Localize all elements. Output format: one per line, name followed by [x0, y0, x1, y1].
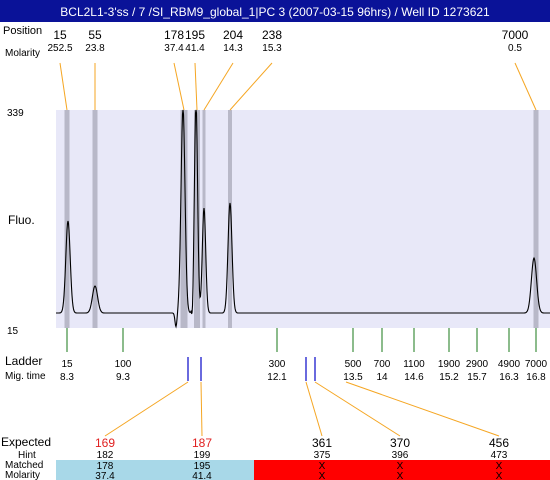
peak-band — [180, 110, 188, 328]
ladder-size: 4900 — [498, 359, 521, 370]
ladder-size: 100 — [115, 359, 132, 370]
peak-band — [92, 110, 98, 328]
molarity-value: X — [496, 471, 503, 480]
y-axis-label: Fluo. — [8, 213, 35, 227]
ladder-mig-time: 16.8 — [526, 372, 546, 383]
peak-size-label: 178 — [164, 28, 184, 42]
expected-size: 187 — [192, 436, 212, 450]
peak-molarity-label: 37.4 — [164, 43, 184, 54]
matched-value: 195 — [194, 461, 211, 472]
peak-molarity-label: 0.5 — [508, 43, 522, 54]
ladder-size: 500 — [345, 359, 362, 370]
ladder-mig-time: 8.3 — [60, 372, 74, 383]
matched-value: X — [397, 461, 404, 472]
molarity-value: X — [319, 471, 326, 480]
matched-value: X — [496, 461, 503, 472]
y-tick-top: 339 — [7, 108, 24, 119]
hint-value: 396 — [392, 450, 409, 461]
ladder-size: 700 — [374, 359, 391, 370]
expected-callout — [345, 381, 500, 437]
expected-callout — [104, 381, 189, 437]
matched-value: 178 — [97, 461, 114, 472]
peak-size-label: 195 — [185, 28, 205, 42]
peak-callout — [194, 62, 198, 111]
hint-value: 375 — [314, 450, 331, 461]
peak-size-label: 7000 — [502, 28, 529, 42]
expected-callout — [305, 381, 323, 437]
expected-size: 370 — [390, 436, 410, 450]
peak-molarity-label: 252.5 — [47, 43, 72, 54]
peak-molarity-label: 14.3 — [223, 43, 243, 54]
expected-callout — [314, 381, 401, 437]
peak-callout — [203, 62, 234, 111]
peak-molarity-label: 41.4 — [185, 43, 205, 54]
label-molarity: Molarity — [5, 48, 40, 59]
peak-band — [64, 110, 70, 328]
chart-title: BCL2L1-3'ss / 7 /SI_RBM9_global_1|PC 3 (… — [60, 5, 490, 19]
matched-band-missing — [254, 460, 550, 480]
molarity-value: 41.4 — [192, 471, 212, 480]
peak-size-label: 238 — [262, 28, 282, 42]
plot-area — [56, 110, 550, 328]
matched-value: X — [319, 461, 326, 472]
hint-value: 182 — [97, 450, 114, 461]
molarity-value: X — [397, 471, 404, 480]
ladder-mig-time: 12.1 — [267, 372, 287, 383]
expected-label: Expected — [1, 435, 51, 449]
peak-callout — [229, 62, 273, 111]
ladder-mig-time: 16.3 — [499, 372, 519, 383]
ladder-mig-time: 13.5 — [343, 372, 363, 383]
ladder-mig-time: 14.6 — [404, 372, 424, 383]
peak-molarity-label: 23.8 — [85, 43, 105, 54]
peak-size-label: 15 — [53, 28, 67, 42]
peak-band — [194, 110, 200, 328]
ladder-mig-time: 14 — [376, 372, 388, 383]
fluorescence-trace — [56, 109, 550, 329]
molarity-row-label: Molarity — [5, 470, 40, 480]
matched-label: Matched — [5, 460, 43, 471]
peak-band — [533, 110, 539, 328]
title-bar — [0, 0, 550, 22]
ladder-mig-time: 15.7 — [467, 372, 487, 383]
hint-label: Hint — [18, 450, 36, 461]
peak-callout — [59, 62, 68, 111]
ladder-size: 1900 — [438, 359, 461, 370]
mig-time-label: Mig. time — [5, 371, 46, 382]
peak-callout — [514, 62, 537, 111]
molarity-value: 37.4 — [95, 471, 115, 480]
peak-molarity-label: 15.3 — [262, 43, 282, 54]
ladder-label: Ladder — [5, 354, 42, 368]
peak-band — [202, 110, 206, 328]
peak-band — [228, 110, 232, 328]
hint-value: 199 — [194, 450, 211, 461]
ladder-size: 1100 — [403, 359, 425, 370]
peak-size-label: 204 — [223, 28, 243, 42]
ladder-size: 15 — [61, 359, 73, 370]
expected-size: 361 — [312, 436, 332, 450]
y-tick-bottom: 15 — [7, 326, 19, 337]
ladder-mig-time: 15.2 — [439, 372, 459, 383]
label-position: Position — [3, 25, 42, 37]
peak-callout — [173, 62, 185, 111]
matched-band-found — [56, 460, 254, 480]
ladder-size: 300 — [269, 359, 286, 370]
expected-size: 169 — [95, 436, 115, 450]
ladder-size: 7000 — [525, 359, 548, 370]
expected-callout — [200, 381, 203, 437]
peak-size-label: 55 — [88, 28, 102, 42]
ladder-mig-time: 9.3 — [116, 372, 130, 383]
expected-size: 456 — [489, 436, 509, 450]
ladder-size: 2900 — [466, 359, 489, 370]
hint-value: 473 — [491, 450, 508, 461]
